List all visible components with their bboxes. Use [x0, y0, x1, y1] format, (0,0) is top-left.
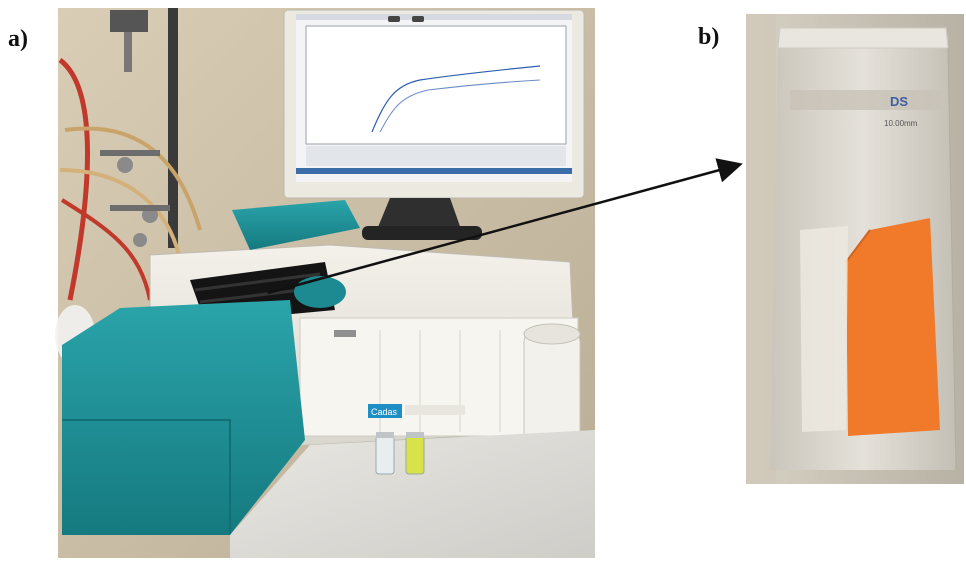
teal-housing: [62, 300, 305, 535]
panel-a-label: a): [8, 26, 28, 52]
instrument-badge: [368, 404, 402, 418]
computer-monitor: [283, 9, 585, 240]
photo-b: DS 10.00mm: [746, 14, 964, 484]
orange-film-sample: [846, 218, 940, 436]
callout-arrow: [267, 158, 743, 295]
photo-a: Cadas: [55, 8, 595, 558]
sample-lid: [232, 200, 360, 250]
sample-vials: [375, 432, 425, 475]
spectrophotometer: Cadas: [62, 200, 581, 535]
marble-table: [230, 430, 595, 558]
lab-apparatus: [55, 8, 202, 365]
cuvette-path-length: 10.00mm: [884, 119, 918, 128]
cuvette-brand: DS: [890, 94, 908, 109]
instrument-badge-text: Cadas: [371, 407, 398, 417]
yellow-sample-vial: [405, 435, 425, 475]
monitor-spectrum-curve: [371, 65, 541, 133]
panel-b-label: b): [698, 24, 720, 50]
